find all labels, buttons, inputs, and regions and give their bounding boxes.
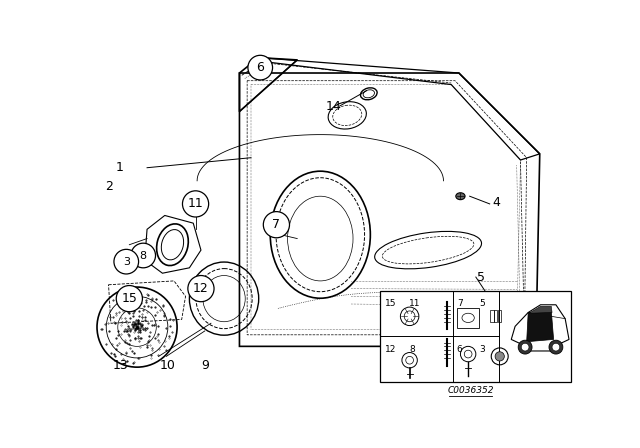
Text: 7: 7 (273, 218, 280, 231)
Text: C0036352: C0036352 (447, 386, 493, 395)
Circle shape (552, 343, 560, 351)
Text: 13: 13 (112, 359, 128, 372)
Text: 11: 11 (409, 299, 420, 308)
Text: 5: 5 (479, 299, 485, 308)
Text: 5: 5 (477, 271, 484, 284)
Text: 15: 15 (122, 292, 137, 305)
Text: 2: 2 (105, 180, 113, 193)
Text: 3: 3 (479, 345, 485, 354)
Circle shape (263, 211, 289, 238)
Circle shape (116, 285, 143, 312)
Text: 9: 9 (201, 359, 209, 372)
Circle shape (131, 243, 156, 268)
Text: 15: 15 (385, 299, 397, 308)
Polygon shape (529, 306, 552, 313)
Polygon shape (527, 311, 554, 342)
Text: 1: 1 (116, 161, 124, 174)
Text: 4: 4 (492, 196, 500, 209)
Text: 11: 11 (188, 198, 204, 211)
Text: 8: 8 (140, 250, 147, 260)
Text: 8: 8 (409, 345, 415, 354)
Circle shape (114, 250, 139, 274)
Text: 12: 12 (385, 345, 396, 354)
Circle shape (188, 276, 214, 302)
Circle shape (248, 55, 273, 80)
Text: 6: 6 (256, 61, 264, 74)
Polygon shape (511, 305, 569, 351)
Text: 10: 10 (160, 359, 176, 372)
Circle shape (549, 340, 563, 354)
Text: 14: 14 (326, 99, 342, 112)
FancyBboxPatch shape (380, 291, 572, 382)
Circle shape (521, 343, 529, 351)
Text: 7: 7 (457, 299, 463, 308)
Text: 12: 12 (193, 282, 209, 295)
Ellipse shape (456, 193, 465, 200)
Text: 3: 3 (123, 257, 130, 267)
Text: 6: 6 (457, 345, 463, 354)
Circle shape (182, 191, 209, 217)
Circle shape (495, 352, 504, 361)
Circle shape (518, 340, 532, 354)
